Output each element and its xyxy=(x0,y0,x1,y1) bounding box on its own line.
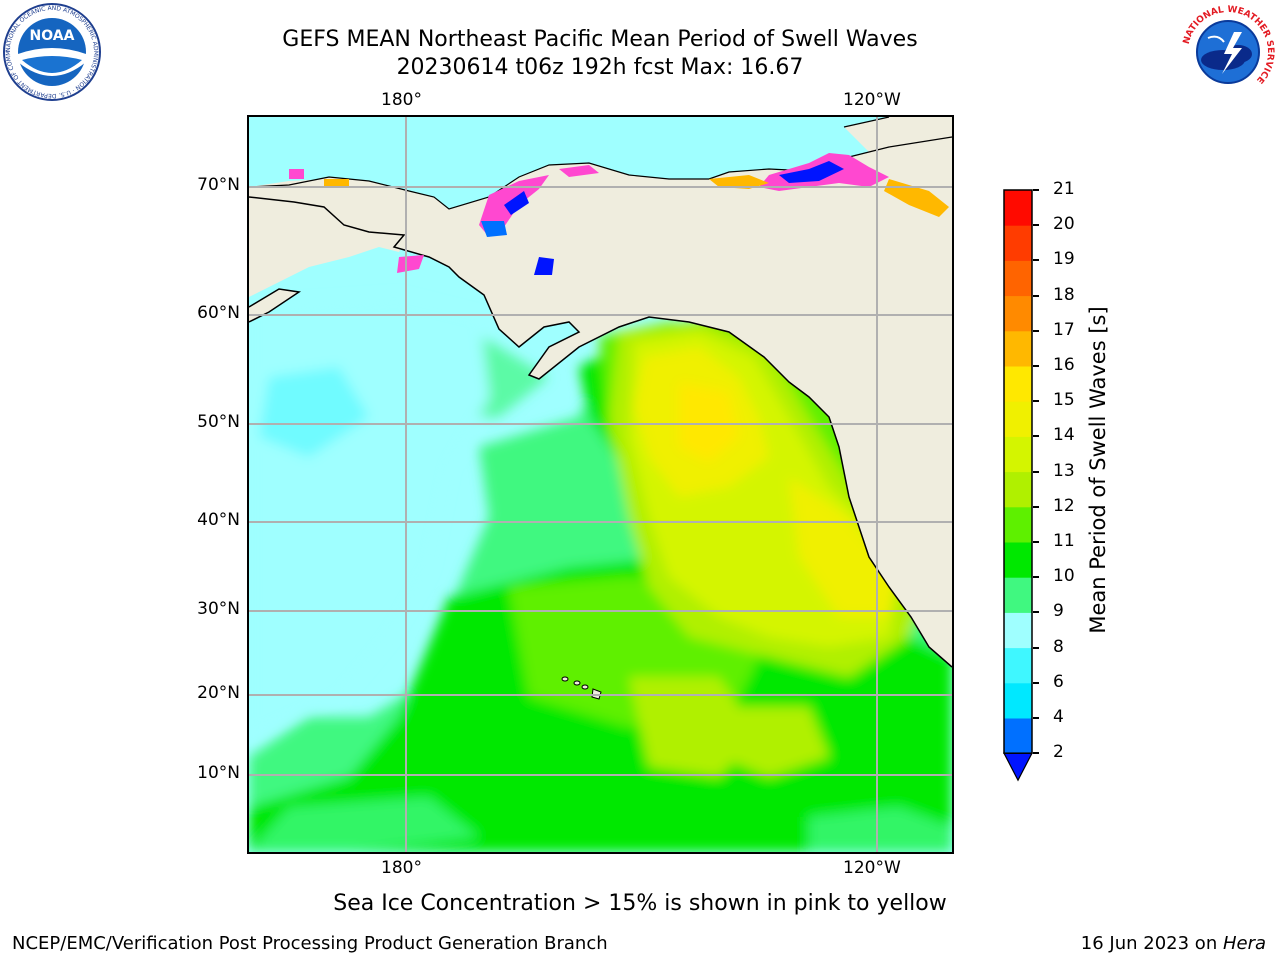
colorbar-segment xyxy=(1004,682,1032,719)
colorbar-segment xyxy=(1004,260,1032,297)
colorbar-tick-label: 11 xyxy=(1053,531,1075,551)
colorbar-segment xyxy=(1004,506,1032,543)
colorbar-tick-mark xyxy=(1033,470,1039,473)
colorbar-segment xyxy=(1004,612,1032,649)
colorbar-tick-label: 9 xyxy=(1053,601,1064,622)
colorbar-segment xyxy=(1004,330,1032,367)
period-field xyxy=(249,297,952,852)
lat-label-40n: 40°N xyxy=(197,510,240,530)
footer-date: 16 Jun 2023 on Hera xyxy=(1081,933,1266,954)
colorbar-tick-label: 4 xyxy=(1053,707,1064,727)
colorbar-tick-label: 12 xyxy=(1053,495,1075,516)
map-panel xyxy=(247,115,954,854)
colorbar-tick-mark xyxy=(1033,435,1039,438)
colorbar-tick-label: 19 xyxy=(1053,249,1075,270)
colorbar-label: Mean Period of Swell Waves [s] xyxy=(1086,306,1110,634)
lat-label-60n: 60°N xyxy=(197,303,240,323)
map-subtitle: 20230614 t06z 192h fcst Max: 16.67 xyxy=(396,55,804,80)
colorbar-segment xyxy=(1004,436,1032,473)
footer-organization: NCEP/EMC/Verification Post Processing Pr… xyxy=(12,933,608,954)
colorbar-tick-mark xyxy=(1033,224,1039,227)
colorbar-tick-label: 13 xyxy=(1053,460,1075,481)
colorbar-tick-label: 15 xyxy=(1053,390,1075,411)
landmass xyxy=(249,117,952,668)
colorbar-tick-label: 20 xyxy=(1053,214,1075,235)
colorbar-tick-mark xyxy=(1033,611,1039,614)
colorbar-segment xyxy=(1004,647,1032,684)
colorbar-segment xyxy=(1004,190,1032,226)
colorbar-tick-label: 21 xyxy=(1053,179,1075,199)
colorbar-tick-mark xyxy=(1033,646,1039,649)
colorbar-tick-mark xyxy=(1033,329,1039,332)
lon-label-top-120w: 120°W xyxy=(843,90,901,110)
colorbar-segment xyxy=(1004,718,1032,754)
colorbar-tick-mark xyxy=(1033,365,1039,367)
colorbar-tick-mark xyxy=(1033,294,1039,297)
nws-logo: NATIONAL WEATHER SERVICE xyxy=(1178,2,1278,106)
lat-label-50n: 50°N xyxy=(197,412,240,432)
lon-label-bottom-180: 180° xyxy=(381,858,422,878)
colorbar-segment xyxy=(1004,295,1032,332)
colorbar-segment xyxy=(1004,225,1032,261)
map-title: GEFS MEAN Northeast Pacific Mean Period … xyxy=(282,27,918,52)
colorbar-tick-mark xyxy=(1033,717,1039,719)
noaa-logo: NATIONAL OCEANIC AND ATMOSPHERIC ADMINIS… xyxy=(0,0,102,106)
colorbar-tick-mark xyxy=(1033,505,1039,508)
graticule xyxy=(249,117,952,852)
colorbar-tick-mark xyxy=(1033,259,1039,262)
swell-period-map xyxy=(249,117,952,852)
colorbar-tick-label: 17 xyxy=(1053,319,1075,340)
colorbar-tick-mark xyxy=(1033,189,1039,191)
colorbar-segment xyxy=(1004,471,1032,508)
colorbar-segment xyxy=(1004,401,1032,437)
colorbar-tick-mark xyxy=(1033,541,1039,543)
colorbar-segment xyxy=(1004,542,1032,578)
colorbar-segment xyxy=(1004,366,1032,402)
colorbar-tick-mark xyxy=(1033,752,1039,755)
colorbar-tick-label: 14 xyxy=(1053,425,1075,446)
lat-label-20n: 20°N xyxy=(197,683,240,703)
colorbar-tick-label: 10 xyxy=(1053,566,1075,587)
colorbar-tick-label: 2 xyxy=(1053,742,1064,763)
footer-host: Hera xyxy=(1222,933,1266,954)
colorbar-tick-mark xyxy=(1033,400,1039,403)
colorbar-under-arrow xyxy=(1003,752,1033,782)
noaa-logo-text: NOAA xyxy=(30,28,75,44)
colorbar-tick-mark xyxy=(1033,681,1039,684)
colorbar-outline xyxy=(1003,189,1033,754)
footer-date-text: 16 Jun 2023 on xyxy=(1080,933,1223,954)
colorbar-tick-label: 6 xyxy=(1053,671,1064,692)
lon-label-top-180: 180° xyxy=(381,90,422,110)
lat-label-10n: 10°N xyxy=(197,763,240,783)
lon-label-bottom-120w: 120°W xyxy=(843,858,901,878)
sea-ice xyxy=(289,153,949,275)
lat-label-70n: 70°N xyxy=(197,175,240,195)
colorbar-tick-label: 16 xyxy=(1053,355,1075,375)
colorbar-tick-label: 18 xyxy=(1053,284,1075,305)
colorbar-tick-mark xyxy=(1033,576,1039,579)
sea-ice-note: Sea Ice Concentration > 15% is shown in … xyxy=(333,891,947,916)
colorbar xyxy=(1003,189,1033,782)
colorbar-tick-label: 8 xyxy=(1053,636,1064,657)
lat-label-30n: 30°N xyxy=(197,599,240,619)
colorbar-segment xyxy=(1004,577,1032,613)
